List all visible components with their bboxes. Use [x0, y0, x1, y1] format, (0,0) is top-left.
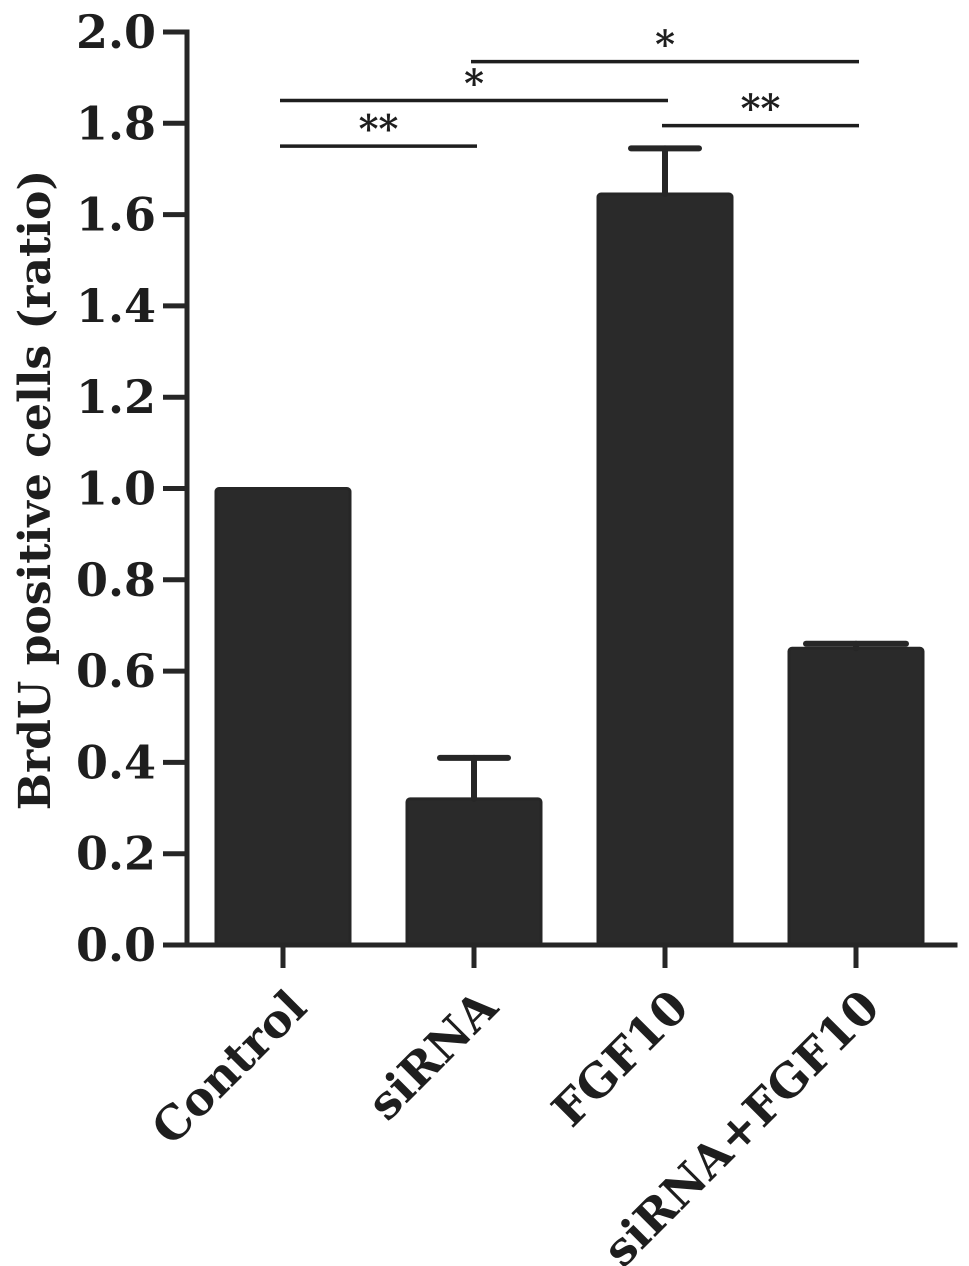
significance-label: ** [741, 86, 781, 131]
bar-control [214, 487, 352, 947]
y-tick-label: 0.0 [76, 918, 156, 972]
y-tick-label: 1.4 [76, 279, 156, 333]
significance-label: * [464, 60, 484, 105]
y-tick-label: 1.2 [76, 370, 156, 424]
y-tick-label: 0.2 [76, 827, 156, 881]
y-tick-label: 1.8 [76, 96, 156, 150]
bar-sirna-fgf10 [787, 646, 925, 947]
significance-label: * [655, 22, 675, 67]
y-tick-label: 0.6 [76, 644, 156, 698]
x-tick-label: siRNA [357, 979, 509, 1131]
y-tick-label: 2.0 [76, 5, 156, 59]
y-tick-label: 1.0 [76, 462, 156, 516]
y-axis-title: BrdU positive cells (ratio) [10, 170, 61, 810]
y-tick-label: 0.4 [76, 735, 156, 789]
y-tick-label: 0.8 [76, 553, 156, 607]
bars [214, 192, 925, 947]
significance-brackets: ****** [280, 22, 859, 151]
error-bars [437, 145, 909, 802]
y-axis: 0.0 0.2 0.4 0.6 0.8 1.0 1.2 1.4 1.6 1.8 2.0 [76, 5, 190, 972]
x-tick-label: FGF10 [541, 980, 698, 1137]
y-tick-label: 1.6 [76, 188, 156, 242]
significance-label: ** [359, 106, 399, 151]
bar-fgf10 [596, 192, 734, 947]
x-tick-label: Control [141, 980, 317, 1156]
bar-sirna [405, 797, 543, 947]
